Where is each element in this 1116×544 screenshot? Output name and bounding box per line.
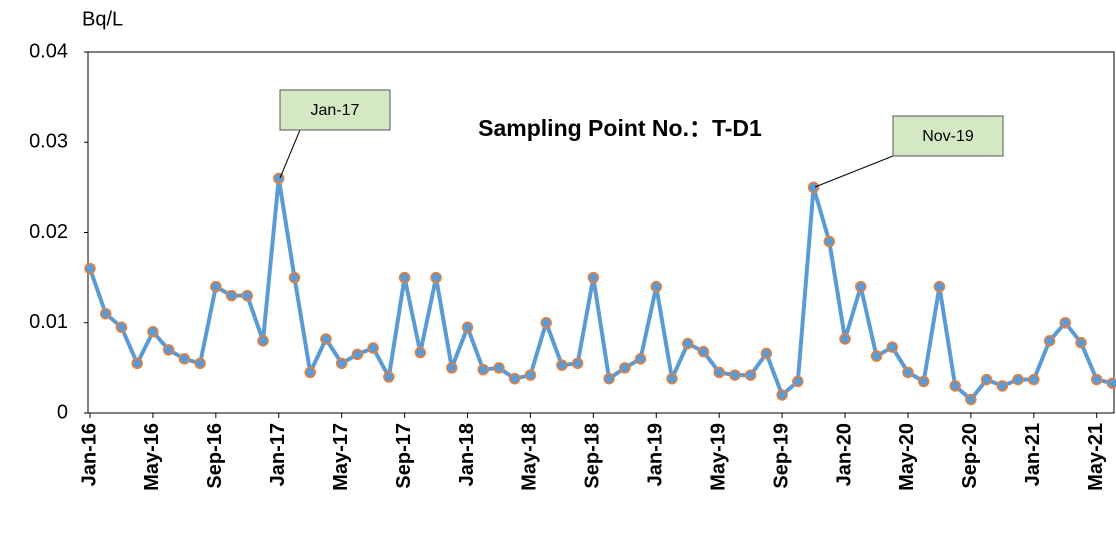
data-point [650, 280, 663, 293]
x-tick-label: Jan-16 [78, 423, 100, 486]
data-point [634, 353, 647, 365]
x-tick-label: Jan-21 [1022, 423, 1044, 486]
x-tick-label: Jan-20 [833, 423, 855, 486]
data-point [1012, 373, 1024, 386]
data-point [99, 307, 112, 320]
data-point [351, 348, 364, 361]
x-tick-label: Sep-18 [582, 423, 604, 489]
data-point [603, 372, 615, 385]
x-tick-label: Sep-19 [770, 423, 792, 489]
data-point [178, 353, 191, 365]
data-point [414, 346, 427, 359]
callout-leader [279, 129, 301, 179]
data-point [697, 345, 710, 358]
data-point [367, 342, 379, 354]
data-point [870, 350, 883, 362]
data-point [1075, 336, 1087, 349]
data-point [162, 344, 175, 356]
data-point [430, 271, 442, 284]
data-point [996, 380, 1009, 392]
data-point [225, 289, 238, 302]
data-point [556, 359, 568, 371]
callout-leader [814, 155, 894, 188]
data-point [713, 366, 725, 379]
chart-title: Sampling Point No.：T-D1 [478, 115, 762, 141]
callout-box [279, 89, 391, 131]
data-point [241, 289, 254, 302]
data-point [304, 366, 316, 379]
y-tick-label: 0.01 [29, 311, 68, 333]
data-point [115, 321, 128, 334]
x-tick-label: Sep-16 [204, 423, 226, 489]
data-point [681, 337, 694, 350]
data-point [980, 373, 993, 386]
data-point [886, 341, 898, 353]
data-point [131, 357, 143, 370]
data-point [571, 357, 584, 370]
y-tick-label: 0.03 [29, 131, 68, 153]
x-tick-label: Sep-20 [959, 423, 981, 489]
data-point [335, 357, 348, 370]
data-point [320, 333, 332, 345]
data-point [383, 371, 395, 383]
data-point [744, 369, 757, 381]
plot-frame [87, 51, 1115, 414]
y-axis-unit: Bq/L [82, 8, 123, 30]
data-point [1106, 377, 1116, 389]
data-point [257, 335, 269, 347]
data-point [807, 181, 820, 194]
data-point [792, 375, 804, 388]
data-point [210, 280, 222, 293]
data-point [524, 369, 537, 381]
data-point [540, 317, 552, 329]
y-tick-label: 0.02 [29, 221, 68, 243]
data-point [917, 375, 930, 388]
x-tick-label: May-19 [707, 423, 729, 491]
data-point [273, 172, 285, 185]
data-point [965, 393, 977, 406]
data-point [194, 357, 206, 370]
series-line [88, 176, 1113, 402]
data-point [729, 369, 741, 381]
y-tick-label: 0 [57, 401, 68, 423]
data-point [461, 321, 474, 334]
data-point [398, 271, 411, 284]
data-point [855, 280, 867, 293]
data-point [493, 362, 505, 374]
data-point [1059, 317, 1072, 329]
x-tick-label: May-18 [519, 423, 541, 491]
data-point [949, 380, 961, 392]
data-point [477, 363, 489, 376]
data-point [508, 372, 521, 385]
data-point [1028, 373, 1040, 386]
x-tick-label: Jan-17 [267, 423, 289, 486]
data-point [776, 389, 788, 401]
data-point [666, 372, 678, 385]
data-point [446, 362, 458, 374]
data-point [84, 262, 96, 275]
callout-text: Jan-17 [311, 102, 360, 119]
callout-text: Nov-19 [922, 128, 974, 145]
x-tick-label: May-20 [896, 423, 918, 491]
data-point [587, 271, 600, 284]
y-tick-label: 0.04 [29, 40, 68, 62]
data-point [1043, 335, 1056, 347]
data-point [902, 366, 914, 379]
x-tick-label: May-17 [330, 423, 352, 491]
data-point [147, 326, 159, 338]
callout-box [892, 115, 1004, 157]
x-tick-label: Jan-19 [645, 423, 667, 486]
data-point [760, 347, 773, 360]
x-tick-label: May-21 [1085, 423, 1107, 491]
data-point [839, 333, 851, 345]
data-point [288, 271, 301, 284]
x-tick-label: Jan-18 [456, 423, 478, 486]
data-point [619, 362, 631, 374]
x-tick-label: Sep-17 [393, 423, 415, 489]
x-tick-label: May-16 [141, 423, 163, 491]
data-point [1090, 373, 1103, 386]
data-point [933, 280, 946, 293]
data-point [823, 235, 836, 248]
